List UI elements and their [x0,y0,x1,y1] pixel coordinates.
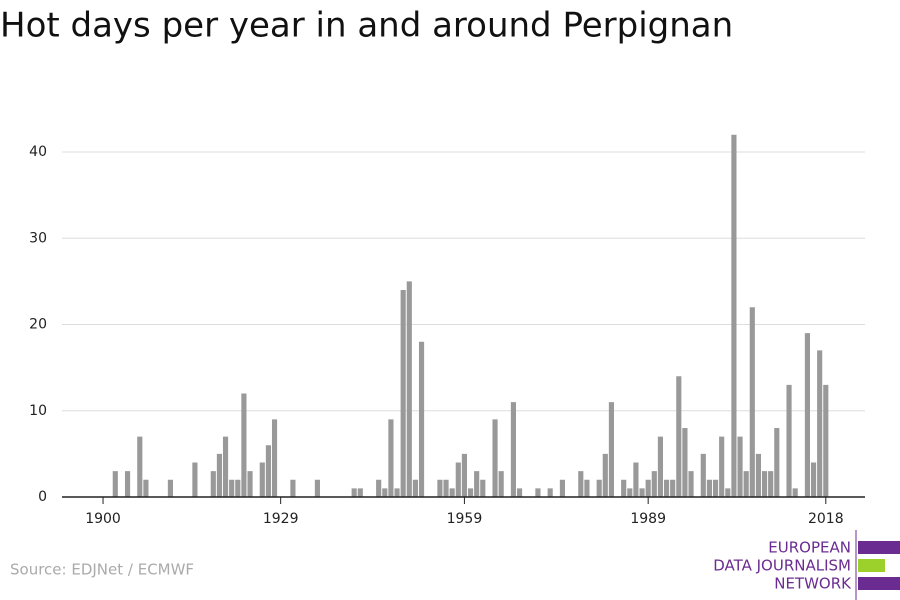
bar [774,428,780,497]
bar [633,462,639,497]
y-tick-label: 10 [29,403,47,419]
y-tick-label: 30 [29,230,47,246]
bar [351,488,357,497]
bar [216,453,222,497]
bar [535,488,541,497]
bar [663,479,670,497]
bar [621,479,627,497]
bar [792,488,798,497]
bar [143,479,149,497]
bar [584,479,590,497]
bar [124,471,131,497]
bar [474,471,480,497]
bar [688,471,694,497]
y-tick-label: 40 [29,144,47,160]
bar [731,134,737,497]
source: Source: EDJNet / ECMWF [10,561,194,579]
logo-bar [858,577,900,590]
x-tick-label: 2018 [808,511,844,527]
bar [247,471,253,497]
bar [737,436,743,497]
bar [418,341,425,497]
bar [259,462,265,497]
bar [449,488,455,497]
y-tick-label: 20 [29,317,47,333]
chart-title: Hot days per year in and around Perpigna… [0,6,733,46]
bar [357,488,363,497]
bar [719,436,725,497]
x-tick-label: 1989 [630,511,666,527]
bar [222,436,229,497]
bar [823,384,829,497]
logo-text: EUROPEAN [768,539,851,557]
bar [700,453,706,497]
bar [467,488,474,497]
bar [596,479,602,497]
bar [437,479,443,497]
bar [265,445,271,497]
bar [670,479,676,497]
bar [167,479,173,497]
logo: EUROPEAN DATA JOURNALISM NETWORK [713,530,900,600]
logo-bar [858,541,900,554]
bar [559,479,565,497]
bar [455,462,461,497]
bar [510,402,516,497]
bar [406,281,412,497]
bar [314,479,320,497]
bar [235,479,241,497]
bar [676,376,682,497]
bar [810,462,817,497]
bar [706,479,712,497]
bar [547,488,553,497]
bar [241,393,247,497]
bar [394,488,400,497]
bar [210,471,216,497]
bar [443,479,449,497]
bar [725,488,731,497]
bar [192,462,198,497]
logo-text: NETWORK [774,575,852,593]
bar [743,471,749,497]
bar [645,479,651,497]
bar [761,471,768,497]
bar [382,488,388,497]
bar [639,488,645,497]
bar [400,290,406,497]
bar [804,333,810,497]
bar [682,428,688,497]
bar [755,453,761,497]
bar [768,471,774,497]
x-tick-label: 1900 [85,511,121,527]
bar [137,436,143,497]
bar [817,350,823,497]
x-tick-label: 1959 [447,511,483,527]
bar [271,419,278,497]
bar [749,307,755,497]
logo-text: DATA JOURNALISM [713,557,851,575]
bar [376,479,382,497]
bar [461,453,467,497]
bar [578,471,584,497]
bar [229,479,235,497]
bar [516,488,523,497]
bar [412,479,418,497]
bar [651,471,657,497]
x-tick-label: 1929 [263,511,299,527]
bar [498,471,504,497]
logo-bar [858,559,885,572]
bar [290,479,296,497]
bar [112,471,118,497]
bar [712,479,719,497]
bar [602,453,608,497]
bar [608,402,614,497]
y-tick-label: 0 [38,489,47,505]
bar [786,384,792,497]
bar [492,419,498,497]
bar [388,419,394,497]
bar [480,479,486,497]
bar [657,436,663,497]
bar [627,488,633,497]
